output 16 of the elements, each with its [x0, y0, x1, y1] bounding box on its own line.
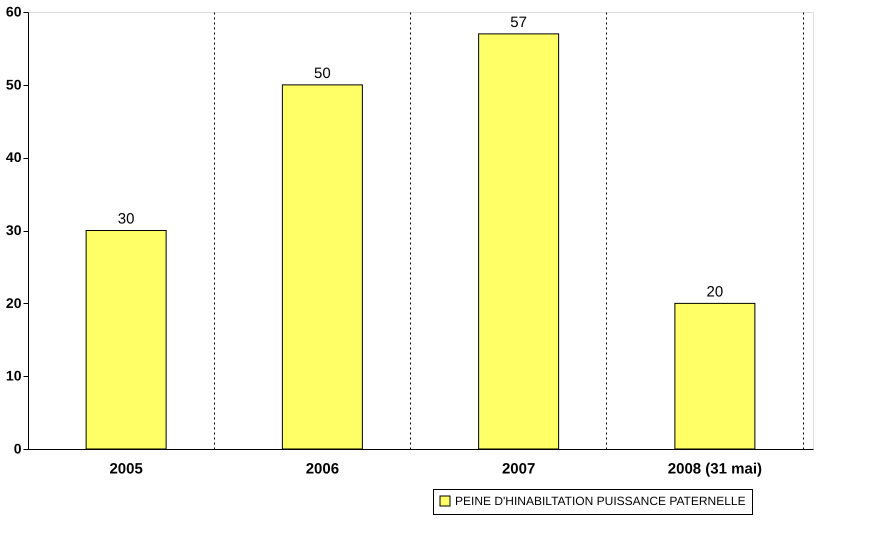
- x-tick-label: 2005: [109, 460, 143, 478]
- y-tick-label: 40: [6, 149, 22, 166]
- y-tick-label: 0: [14, 440, 22, 456]
- y-tick-label: 50: [6, 76, 22, 92]
- x-tick-label: 2006: [306, 460, 340, 478]
- y-tick-label: 30: [6, 222, 22, 238]
- data-label: 57: [510, 14, 527, 31]
- legend-label: PEINE D'HINABILTATION PUISSANCE PATERNELLE: [455, 494, 746, 508]
- y-tick-label: 60: [6, 4, 22, 20]
- y-tick-label: 20: [6, 294, 22, 311]
- data-label: 20: [706, 283, 724, 300]
- y-tick-label: 10: [6, 368, 22, 384]
- data-label: 50: [314, 64, 331, 82]
- x-tick-label: 2008 (31 mai): [668, 460, 762, 478]
- data-label: 30: [118, 210, 134, 228]
- x-tick-label: 2007: [502, 460, 536, 478]
